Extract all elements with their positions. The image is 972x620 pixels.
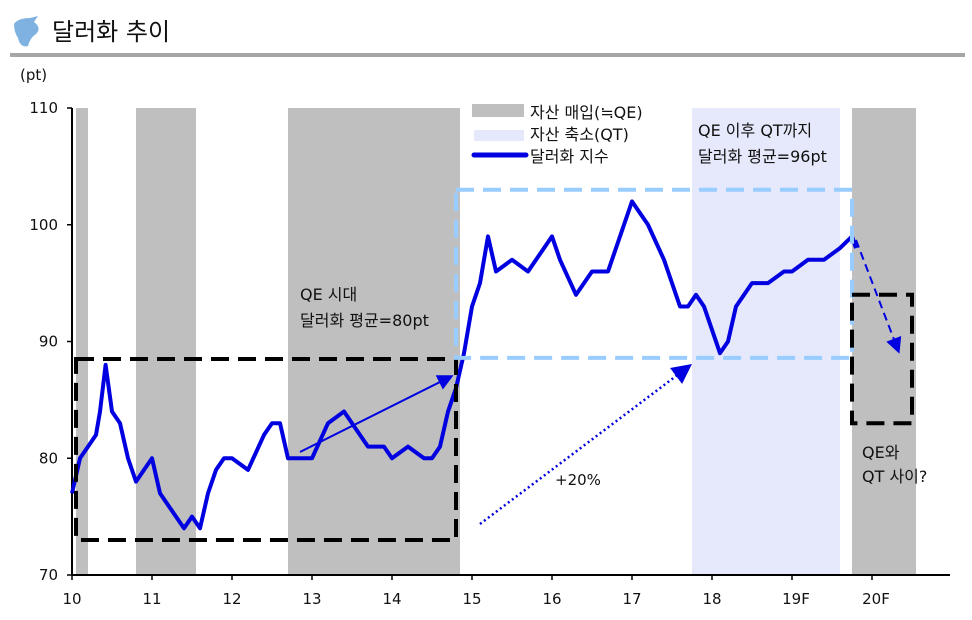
legend-label: 자산 매입(≒QE)	[530, 103, 643, 122]
y-tick-label: 90	[39, 333, 58, 351]
qe-period-band	[852, 108, 916, 575]
y-axis-unit: (pt)	[20, 66, 48, 84]
x-tick-label: 15	[462, 590, 481, 608]
x-tick-label: 19F	[782, 590, 810, 608]
legend-label: 달러화 지수	[530, 147, 609, 166]
page-title: 달러화 추이	[52, 18, 171, 46]
qe-era-annotation: QE 시대	[300, 285, 357, 304]
x-tick-label: 20F	[862, 590, 890, 608]
forecast-arrow	[855, 239, 902, 354]
y-tick-label: 80	[39, 449, 58, 467]
qe-period-band	[136, 108, 196, 575]
dollar-index-line	[70, 199, 858, 531]
change-annotation: +20%	[555, 471, 601, 489]
x-tick-label: 10	[62, 590, 81, 608]
x-tick-label: 13	[302, 590, 321, 608]
y-tick-label: 70	[39, 566, 58, 584]
legend-swatch-qe	[472, 104, 524, 117]
post-qe-annotation: 달러화 평균=96pt	[698, 147, 827, 166]
x-tick-label: 14	[382, 590, 401, 608]
legend-label: 자산 축소(QT)	[530, 125, 629, 144]
y-tick-label: 100	[29, 216, 58, 234]
question-annotation: QT 사이?	[862, 467, 927, 486]
post-qe-box	[454, 187, 854, 360]
qe-era-box	[74, 357, 458, 542]
qe-period-band	[288, 108, 460, 575]
increase-arrow	[479, 363, 692, 525]
x-tick-label: 16	[542, 590, 561, 608]
trend-arrow	[299, 375, 454, 453]
x-tick-label: 17	[622, 590, 641, 608]
logo-icon	[14, 16, 39, 47]
question-annotation: QE와	[862, 443, 900, 462]
title-divider	[10, 53, 965, 57]
forecast-box	[850, 292, 914, 426]
x-tick-label: 12	[222, 590, 241, 608]
x-tick-label: 11	[142, 590, 161, 608]
y-tick-label: 110	[29, 99, 58, 117]
legend-swatch-qt	[474, 130, 524, 141]
x-tick-label: 18	[702, 590, 721, 608]
post-qe-annotation: QE 이후 QT까지	[698, 121, 812, 140]
qe-era-annotation: 달러화 평균=80pt	[300, 311, 429, 330]
